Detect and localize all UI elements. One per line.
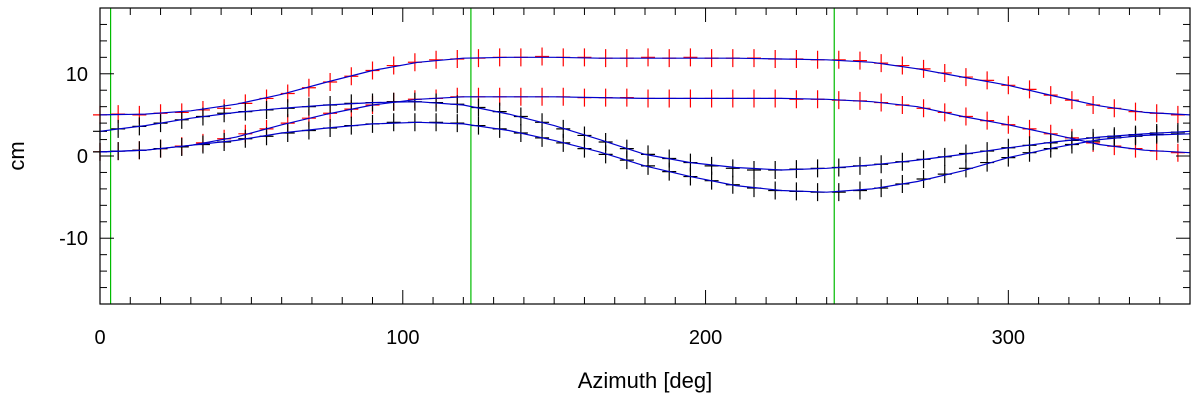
data-point	[641, 48, 656, 67]
x-tick-label: 100	[386, 327, 419, 349]
series-0	[93, 47, 1185, 124]
fit-curve-0	[99, 56, 1191, 116]
x-axis-title: Azimuth [deg]	[578, 368, 713, 393]
data-point	[852, 51, 867, 70]
data-point	[535, 47, 550, 66]
series-3	[93, 113, 1185, 202]
fit-curve-3	[99, 121, 1191, 193]
plot-area	[93, 8, 1191, 304]
y-tick-label: 0	[77, 146, 88, 168]
axis-tick-labels: 0 100 200 300 -10 0 10	[59, 64, 1025, 349]
y-tick-label: 10	[66, 64, 88, 86]
x-tick-label: 200	[689, 327, 722, 349]
y-tick-label: -10	[59, 228, 88, 250]
data-point	[725, 159, 740, 178]
x-tick-label: 300	[992, 327, 1025, 349]
y-axis-title: cm	[4, 141, 29, 170]
fit-curve-1	[99, 96, 1191, 154]
series-2	[93, 92, 1185, 179]
data-point	[683, 48, 698, 67]
data-point	[513, 107, 528, 126]
plot-frame	[99, 7, 1191, 305]
axis-ticks	[99, 7, 1191, 305]
data-point	[747, 160, 761, 179]
x-tick-label: 0	[94, 327, 105, 349]
fit-curve-2	[99, 101, 1191, 171]
data-point	[386, 113, 401, 132]
